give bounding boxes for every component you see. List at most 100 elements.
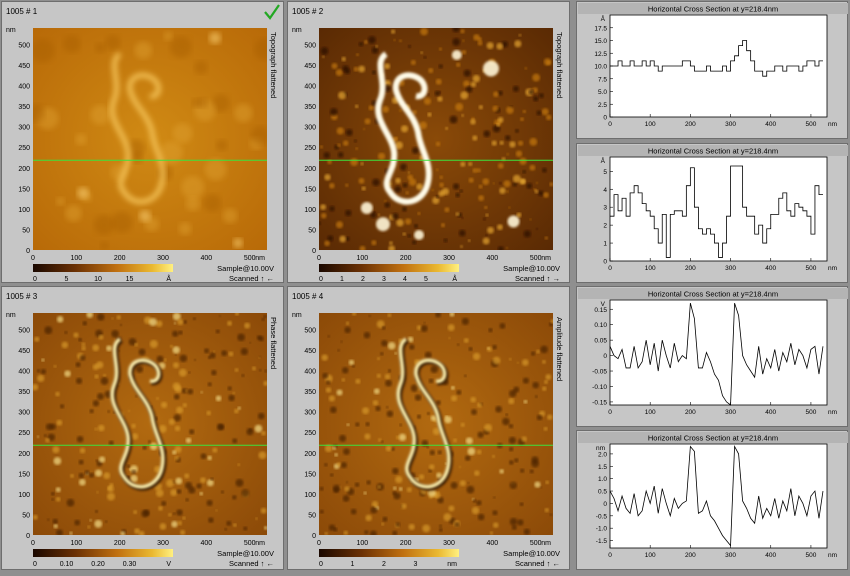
scale-tick-label: 0.30 (123, 561, 137, 568)
x-tick-label: 100 (645, 121, 656, 128)
scan-direction: Scanned ↑ ← (229, 274, 274, 283)
cross-section-chart-4: Horizontal Cross Section at y=218.4nm nm -… (578, 432, 848, 559)
x-tick-label: 200 (685, 552, 696, 559)
cross-section-title: Horizontal Cross Section at y=218.4nm (648, 434, 778, 443)
sample-voltage: Sample@10.00V (217, 264, 274, 273)
y-tick-label: 300 (18, 125, 30, 132)
y-tick-label: 50 (308, 512, 316, 519)
cross-section-chart-2: Horizontal Cross Section at y=218.4nm Å 0 1… (578, 145, 848, 272)
y-tick-label: 50 (22, 512, 30, 519)
y-tick-label: 1 (603, 241, 607, 248)
y-tick-label: 100 (18, 492, 30, 499)
y-tick-label: 0 (312, 533, 316, 540)
y-tick-label: 400 (304, 369, 316, 376)
y-tick-label: 250 (18, 145, 30, 152)
y-tick-label: 0.10 (594, 322, 607, 329)
scan-panel-2: 1005 # 2 nm 500 450 400 350 300 250 200 150 100 50 0… (287, 1, 570, 283)
cross-section-title: Horizontal Cross Section at y=218.4nm (648, 5, 778, 14)
y-tick-label: 200 (18, 166, 30, 173)
scan-image-area (33, 28, 267, 250)
y-axis-unit: nm (292, 312, 302, 319)
x-tick-label: 100 (645, 409, 656, 416)
scale-tick-label: 5 (424, 276, 428, 283)
x-tick-label: 400 (486, 540, 498, 547)
y-tick-label: 350 (18, 389, 30, 396)
y-tick-label: 200 (304, 451, 316, 458)
x-tick-label: 200 (685, 121, 696, 128)
y-axis-unit: nm (596, 445, 605, 452)
y-tick-label: 5 (603, 169, 607, 176)
x-tick-label: 500 (805, 121, 816, 128)
scale-tick-label: 0 (33, 561, 37, 568)
scan-image-2: 1005 # 2nm500450400350300250200150100500… (292, 7, 564, 283)
scale-tick-label: 2 (361, 276, 365, 283)
x-axis-unit: nm (828, 552, 837, 559)
x-tick-label: 0 (31, 255, 35, 262)
scan-background (319, 28, 553, 250)
x-axis-unit: nm (255, 540, 265, 547)
molecule-trace (110, 337, 167, 491)
scan-direction: Scanned ↑ ← (515, 559, 560, 568)
y-tick-label: -1.0 (596, 526, 608, 533)
y-tick-label: 0.05 (594, 338, 607, 345)
cross-section-profile-line (609, 445, 824, 547)
x-tick-label: 100 (645, 552, 656, 559)
color-scale-bar (33, 264, 173, 272)
x-tick-label: 400 (765, 265, 776, 272)
scale-tick-label: 2 (382, 561, 386, 568)
scan-title: 1005 # 4 (292, 292, 324, 301)
x-tick-label: 400 (765, 552, 776, 559)
cross-section-panel-4: Horizontal Cross Section at y=218.4nm nm -… (576, 430, 848, 570)
channel-label: Phase flattened (269, 317, 278, 369)
cross-section-title: Horizontal Cross Section at y=218.4nm (648, 147, 778, 156)
x-tick-label: 300 (443, 255, 455, 262)
y-tick-label: 400 (304, 84, 316, 91)
scale-unit: V (166, 561, 171, 568)
y-tick-label: 1.5 (598, 464, 607, 471)
x-tick-label: 100 (70, 540, 82, 547)
molecule-trace (396, 337, 453, 491)
y-tick-label: 350 (304, 104, 316, 111)
y-tick-label: -0.05 (592, 369, 607, 376)
x-tick-label: 300 (725, 409, 736, 416)
y-tick-label: 400 (18, 369, 30, 376)
x-tick-label: 400 (486, 255, 498, 262)
y-axis-unit: nm (6, 27, 16, 34)
y-tick-label: 2.0 (598, 451, 607, 458)
x-tick-label: 200 (114, 255, 126, 262)
y-tick-label: 500 (304, 327, 316, 334)
x-tick-label: 0 (317, 540, 321, 547)
y-tick-label: 5.0 (598, 89, 607, 96)
scan-image-area (319, 28, 553, 250)
scan-image-area (33, 313, 267, 535)
y-tick-label: 150 (304, 471, 316, 478)
cross-section-profile-line (610, 165, 823, 258)
cross-section-panel-1: Horizontal Cross Section at y=218.4nm Å 0 2… (576, 1, 848, 139)
x-tick-label: 500 (244, 255, 256, 262)
cross-section-profile-line (609, 302, 824, 406)
x-tick-label: 500 (530, 255, 542, 262)
x-tick-label: 300 (443, 540, 455, 547)
scan-image-3: 1005 # 3nm500450400350300250200150100500… (6, 292, 278, 568)
y-tick-label: 17.5 (594, 25, 607, 32)
y-tick-label: 50 (308, 227, 316, 234)
sample-voltage: Sample@10.00V (503, 264, 560, 273)
y-tick-label: 0 (603, 501, 607, 508)
scale-tick-label: 0 (319, 561, 323, 568)
y-tick-label: 450 (304, 348, 316, 355)
y-tick-label: 450 (18, 63, 30, 70)
x-tick-label: 300 (157, 255, 169, 262)
scan-panel-1: 1005 # 1 nm 500 450 400 350 300 250 200 150 100 50 0… (1, 1, 284, 283)
y-tick-label: -0.10 (592, 384, 607, 391)
x-tick-label: 100 (356, 540, 368, 547)
x-tick-label: 300 (725, 121, 736, 128)
x-tick-label: 200 (400, 255, 412, 262)
scale-tick-label: 3 (414, 561, 418, 568)
x-axis-unit: nm (828, 409, 837, 416)
sample-voltage: Sample@10.00V (217, 549, 274, 558)
y-tick-label: 500 (18, 42, 30, 49)
x-tick-label: 200 (685, 265, 696, 272)
x-tick-label: 400 (765, 409, 776, 416)
molecule-trace (109, 51, 166, 205)
y-tick-label: 0 (603, 115, 607, 122)
